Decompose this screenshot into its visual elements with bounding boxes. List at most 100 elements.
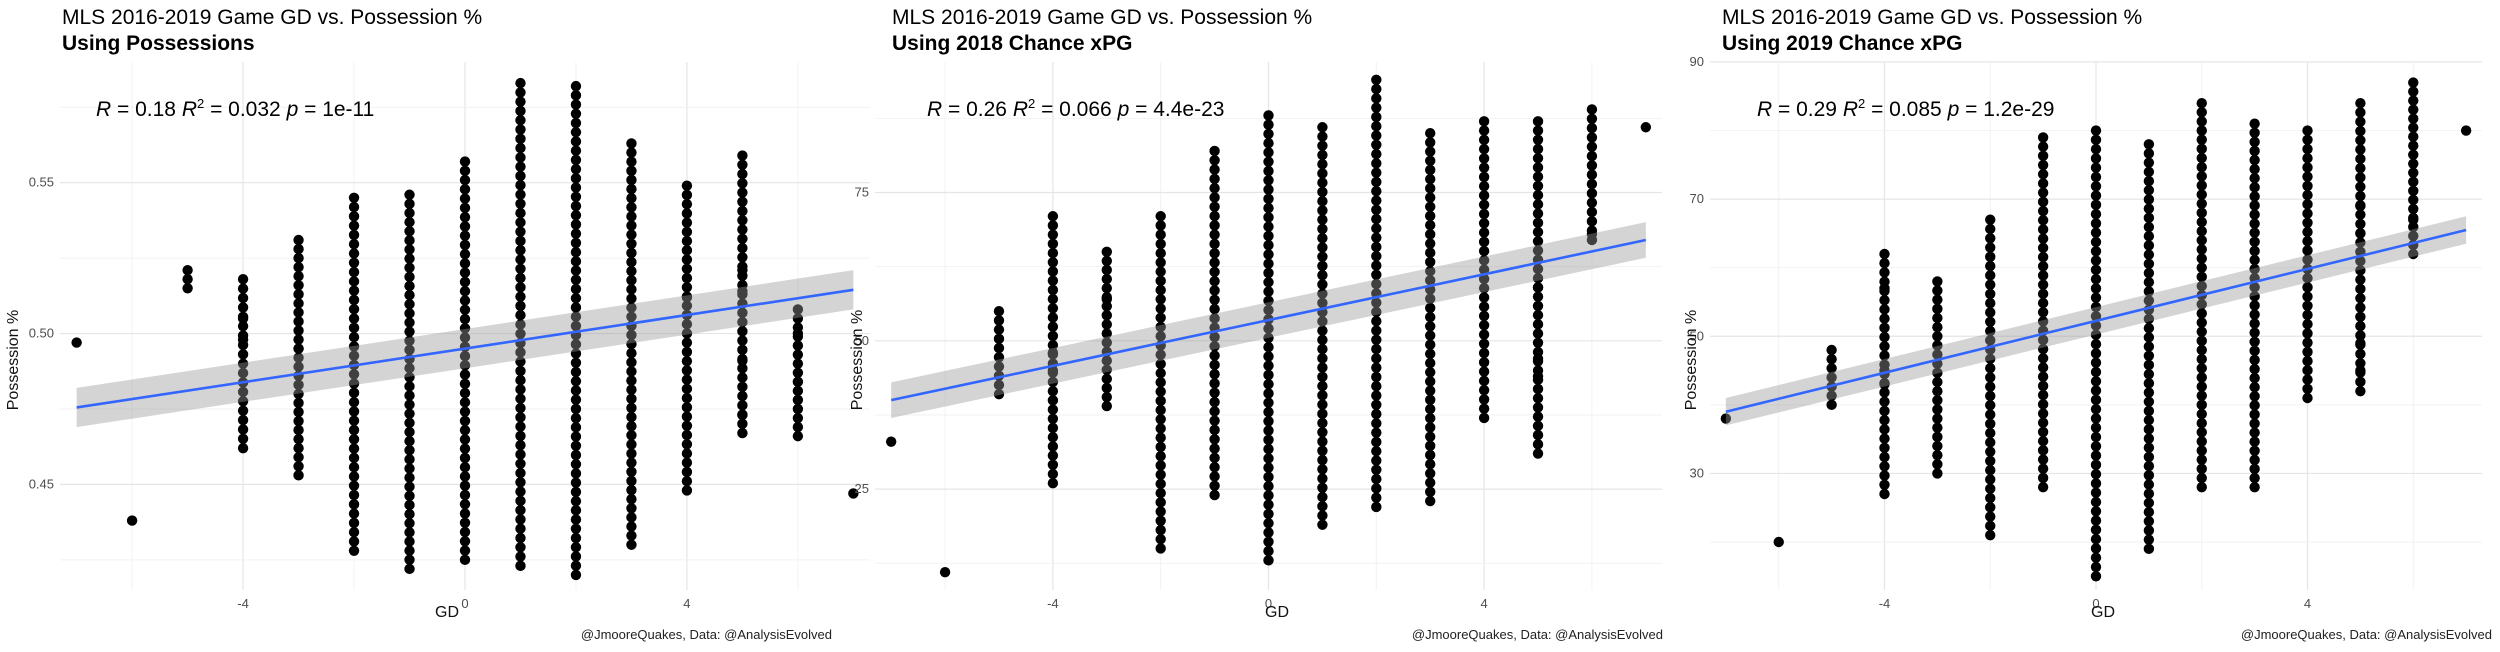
data-point [2249,372,2260,384]
data-point [1209,313,1220,324]
data-point [1932,285,1943,296]
data-point [293,442,304,454]
data-point [1317,186,1328,198]
data-point [2249,445,2260,456]
data-point [348,192,360,203]
data-point [515,105,526,117]
data-point [1101,364,1112,375]
data-point [2249,282,2260,293]
data-point [1985,242,1996,253]
data-point [1047,321,1059,332]
data-point [1263,406,1274,418]
data-point [404,226,415,237]
data-point [515,412,526,423]
data-point [459,332,471,343]
data-point [2090,218,2102,229]
data-point [2090,431,2102,443]
data-point [570,523,582,535]
data-point [404,216,415,228]
data-point [293,243,304,255]
data-point [1985,437,1996,448]
data-point [1317,362,1328,373]
data-point [2408,203,2419,215]
data-point [2408,122,2419,133]
data-point [993,315,1005,326]
data-point [1478,375,1490,387]
data-point [1317,269,1328,281]
data-point [1047,293,1059,305]
x-tick-label: -4 [237,596,249,611]
data-point [2143,194,2155,205]
chart-title: MLS 2016-2019 Game GD vs. Possession % [62,6,483,29]
data-point [237,414,249,426]
y-tick-label: 70 [1690,191,1704,206]
scatter-plot-2: -4 0 4 25 50 75 [855,62,1662,611]
data-point [515,356,526,367]
data-point [570,237,582,249]
data-point [1155,469,1166,480]
data-point [2249,254,2260,266]
data-point [459,323,471,334]
data-point [570,127,582,138]
data-point [1879,387,1890,398]
data-point [2037,251,2049,263]
data-point [1317,279,1328,290]
data-point [1586,104,1598,115]
data-point [1932,303,1943,315]
data-point [348,434,360,445]
data-point [515,495,526,507]
data-point [1425,449,1436,461]
data-point [570,514,582,525]
data-point [404,381,415,392]
data-point [2090,162,2102,173]
data-point [2249,481,2260,493]
data-point [1263,239,1274,251]
data-point [2196,344,2207,356]
x-tick-label: 4 [2304,596,2311,611]
data-point [1317,371,1328,383]
data-point [993,389,1005,400]
data-point [1155,367,1166,379]
data-point [2196,216,2207,228]
data-point [681,383,693,395]
data-point [1532,245,1544,256]
scatter-plot-3: -4 0 4 30 50 70 90 [1690,54,2482,611]
data-point [1263,193,1274,205]
data-point [1209,155,1220,166]
data-point [1532,353,1544,364]
data-point [1047,478,1059,489]
data-point [2090,246,2102,257]
data-point [570,154,582,166]
data-point [2143,258,2155,270]
data-point [2143,516,2155,527]
data-point [515,300,526,312]
data-point [681,263,693,275]
data-point [1985,223,1996,235]
data-point [1317,223,1328,235]
data-point [1985,270,1996,281]
data-point [1209,387,1220,398]
data-point [1047,247,1059,259]
data-point [1932,340,1943,351]
data-point [2143,175,2155,187]
data-point [1317,390,1328,401]
data-point [1371,464,1382,476]
chart-panel-2: -4 0 4 25 50 75 MLS 2016-2019 Game GD vs. Pos… [830,0,1663,652]
data-point [626,156,637,167]
data-point [2249,163,2260,175]
data-point [792,376,804,388]
data-point [1932,395,1943,406]
data-point [293,415,304,427]
data-point [626,192,637,204]
data-point [2143,534,2155,545]
data-point [1209,359,1220,371]
data-point [2249,409,2260,420]
data-point [1371,446,1382,457]
data-point [2355,337,2366,349]
data-point [2143,405,2155,417]
data-point [2143,231,2155,242]
data-point [681,420,693,431]
data-point [1371,399,1382,411]
data-point [1317,464,1328,475]
data-point [2143,240,2155,251]
